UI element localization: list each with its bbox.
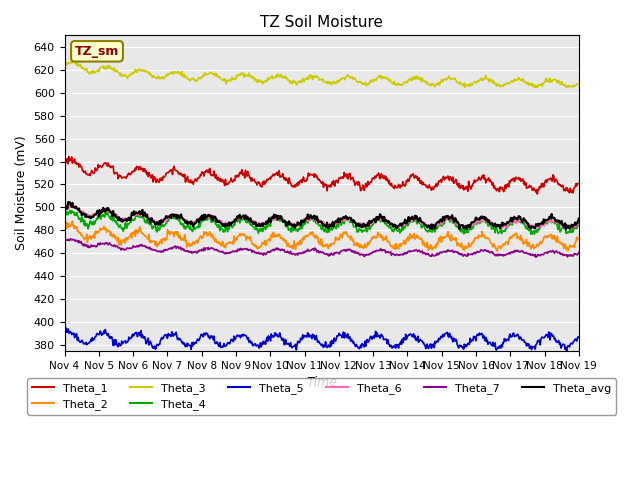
Theta_6: [61, 205, 68, 211]
Theta_5: [385, 341, 392, 347]
Theta_4: [176, 216, 184, 222]
Theta_avg: [70, 204, 78, 210]
Theta_2: [61, 224, 68, 230]
Theta_2: [70, 223, 78, 228]
Theta_1: [124, 173, 131, 179]
Line: Theta_1: Theta_1: [65, 156, 579, 194]
Theta_3: [203, 72, 211, 78]
Theta_6: [176, 215, 184, 220]
Title: TZ Soil Moisture: TZ Soil Moisture: [260, 15, 383, 30]
Theta_7: [70, 237, 78, 243]
Theta_5: [563, 348, 570, 354]
Theta_avg: [124, 216, 131, 222]
Text: TZ_sm: TZ_sm: [75, 45, 119, 58]
Legend: Theta_1, Theta_2, Theta_3, Theta_4, Theta_5, Theta_6, Theta_7, Theta_avg: Theta_1, Theta_2, Theta_3, Theta_4, Thet…: [28, 378, 616, 415]
Theta_avg: [203, 214, 211, 220]
Theta_4: [400, 223, 408, 229]
Theta_3: [385, 77, 392, 83]
Theta_2: [400, 239, 408, 245]
Theta_6: [400, 220, 408, 226]
Theta_4: [61, 211, 68, 217]
Theta_5: [203, 331, 211, 336]
Line: Theta_6: Theta_6: [65, 204, 579, 229]
Theta_7: [400, 252, 408, 258]
Theta_3: [70, 60, 78, 65]
Theta_6: [203, 213, 211, 219]
Theta_avg: [562, 227, 570, 232]
Theta_6: [124, 215, 131, 220]
Theta_1: [176, 172, 184, 178]
Theta_3: [70, 58, 77, 63]
Theta_5: [575, 335, 582, 340]
Line: Theta_4: Theta_4: [65, 211, 579, 234]
Theta_1: [65, 154, 73, 159]
Theta_6: [566, 226, 573, 232]
Theta_7: [67, 236, 74, 241]
Theta_2: [68, 218, 76, 224]
Theta_5: [61, 329, 68, 335]
Theta_1: [575, 181, 582, 187]
Line: Theta_3: Theta_3: [65, 60, 579, 88]
Theta_5: [176, 336, 184, 341]
Theta_7: [61, 237, 68, 242]
Theta_avg: [61, 204, 68, 210]
Y-axis label: Soil Moisture (mV): Soil Moisture (mV): [15, 136, 28, 251]
Theta_5: [70, 335, 78, 340]
Theta_avg: [575, 216, 582, 221]
Theta_1: [534, 191, 541, 197]
Theta_7: [575, 250, 582, 255]
Line: Theta_5: Theta_5: [65, 328, 579, 351]
Line: Theta_avg: Theta_avg: [65, 202, 579, 229]
Line: Theta_7: Theta_7: [65, 239, 579, 257]
Theta_1: [70, 156, 78, 162]
Theta_avg: [400, 220, 408, 226]
Theta_avg: [64, 199, 72, 205]
Theta_4: [575, 223, 582, 229]
Theta_7: [124, 245, 131, 251]
Theta_2: [176, 232, 184, 238]
Theta_3: [400, 80, 408, 86]
Theta_2: [124, 237, 131, 243]
Theta_3: [124, 75, 131, 81]
Theta_7: [176, 245, 184, 251]
Theta_3: [176, 70, 184, 76]
Theta_1: [61, 156, 68, 162]
Theta_4: [527, 231, 534, 237]
Theta_7: [532, 254, 540, 260]
Theta_7: [385, 250, 392, 255]
Theta_5: [124, 339, 131, 345]
Theta_4: [385, 224, 392, 229]
Theta_3: [61, 60, 68, 65]
X-axis label: Time: Time: [306, 376, 337, 389]
Theta_2: [575, 236, 582, 241]
Theta_avg: [385, 218, 392, 224]
Theta_6: [68, 201, 76, 206]
Line: Theta_2: Theta_2: [65, 221, 579, 251]
Theta_6: [385, 219, 392, 225]
Theta_7: [203, 245, 211, 251]
Theta_1: [385, 180, 392, 186]
Theta_5: [62, 325, 70, 331]
Theta_3: [532, 85, 540, 91]
Theta_2: [203, 231, 211, 237]
Theta_1: [203, 167, 211, 173]
Theta_5: [400, 335, 408, 341]
Theta_4: [124, 221, 131, 227]
Theta_3: [575, 82, 582, 88]
Theta_avg: [176, 215, 184, 221]
Theta_4: [203, 217, 211, 223]
Theta_2: [385, 239, 392, 244]
Theta_4: [66, 208, 74, 214]
Theta_1: [400, 182, 408, 188]
Theta_6: [70, 204, 78, 210]
Theta_4: [70, 212, 78, 218]
Theta_2: [493, 248, 501, 254]
Theta_6: [575, 222, 582, 228]
